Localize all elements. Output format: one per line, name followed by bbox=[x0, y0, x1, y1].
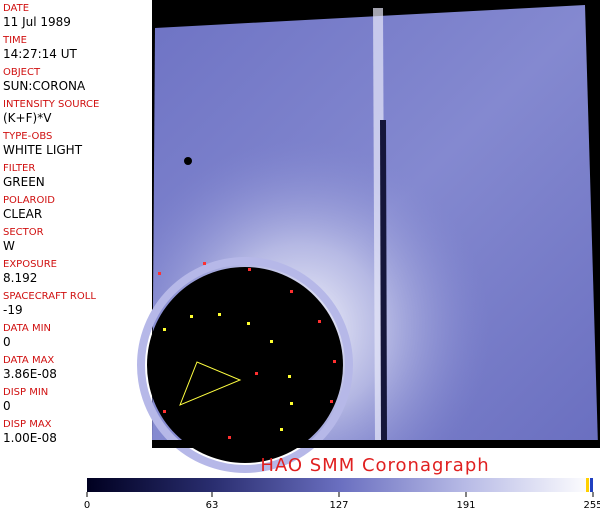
field-value: CLEAR bbox=[3, 207, 43, 221]
pylon bbox=[380, 119, 387, 441]
field-value: SUN:CORONA bbox=[3, 79, 86, 93]
field-label: DISP MIN bbox=[3, 387, 49, 398]
field-label: INTENSITY SOURCE bbox=[3, 99, 100, 110]
field-value: 8.192 bbox=[3, 271, 38, 285]
streak bbox=[373, 7, 385, 441]
marker bbox=[179, 361, 242, 406]
field-value: W bbox=[3, 239, 15, 253]
field-label: TIME bbox=[3, 35, 28, 46]
colorbar bbox=[87, 478, 593, 492]
tick-label: 63 bbox=[206, 500, 219, 511]
field-value: WHITE LIGHT bbox=[3, 143, 83, 157]
tick-label: 0 bbox=[84, 500, 90, 511]
field-label: SPACECRAFT ROLL bbox=[3, 291, 96, 302]
colorbar-end bbox=[586, 478, 589, 492]
field-value: (K+F)*V bbox=[3, 111, 52, 125]
field-value: 1.00E-08 bbox=[3, 431, 57, 445]
tick-label: 191 bbox=[456, 500, 475, 511]
field-label: OBJECT bbox=[3, 67, 41, 78]
field-label: EXPOSURE bbox=[3, 259, 58, 270]
occulter-ring bbox=[137, 257, 353, 473]
tick-label: 255 bbox=[583, 500, 600, 511]
field-label: DATA MAX bbox=[3, 355, 55, 366]
field-value: 0 bbox=[3, 335, 11, 349]
title: HAO SMM Coronagraph bbox=[260, 455, 489, 476]
field-label: FILTER bbox=[3, 163, 36, 174]
field-value: 3.86E-08 bbox=[3, 367, 57, 381]
field-value: -19 bbox=[3, 303, 23, 317]
field-label: POLAROID bbox=[3, 195, 56, 206]
field-label: TYPE-OBS bbox=[3, 131, 53, 142]
tick-label: 127 bbox=[329, 500, 348, 511]
field-value: 0 bbox=[3, 399, 11, 413]
occulter bbox=[147, 267, 343, 463]
field-value: 14:27:14 UT bbox=[3, 47, 77, 61]
field-label: SECTOR bbox=[3, 227, 44, 238]
field-label: DATE bbox=[3, 3, 30, 14]
field-label: DISP MAX bbox=[3, 419, 52, 430]
image-edge bbox=[152, 440, 600, 448]
field-value: 11 Jul 1989 bbox=[3, 15, 71, 29]
colorbar-end bbox=[590, 478, 593, 492]
spot bbox=[184, 157, 192, 165]
markers bbox=[163, 313, 293, 431]
field-label: DATA MIN bbox=[3, 323, 51, 334]
markers-red bbox=[158, 262, 336, 439]
field-value: GREEN bbox=[3, 175, 45, 189]
